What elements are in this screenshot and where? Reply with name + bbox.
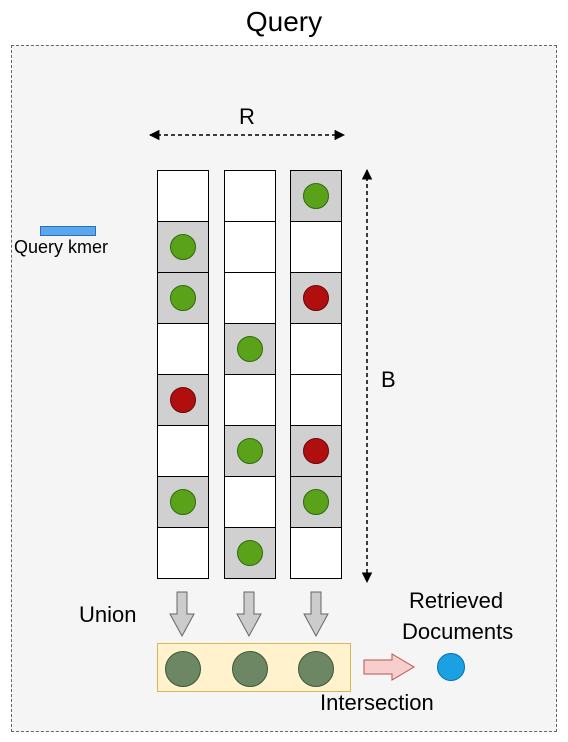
retrieved-label-line2: Documents	[402, 619, 514, 644]
green-dot	[237, 336, 263, 362]
query-frame	[11, 45, 557, 732]
green-dot	[237, 438, 263, 464]
bloom-cell	[224, 272, 276, 324]
bloom-cell	[290, 476, 342, 528]
bloom-cell	[224, 323, 276, 375]
union-arrow-1	[169, 591, 195, 638]
diagram-title: Query	[245, 6, 323, 37]
green-dot	[170, 234, 196, 260]
green-dot	[170, 489, 196, 515]
bloom-cell	[224, 221, 276, 273]
bloom-cell	[224, 425, 276, 477]
bloom-cell	[290, 374, 342, 426]
green-dot	[237, 540, 263, 566]
intersection-arrow	[363, 653, 415, 681]
bloom-cell	[224, 170, 276, 222]
bloom-cell	[157, 170, 209, 222]
union-dot-1	[165, 651, 201, 687]
bloom-cell	[157, 272, 209, 324]
union-arrow-2	[236, 591, 262, 638]
bloom-cell	[290, 170, 342, 222]
bloom-cell	[157, 374, 209, 426]
union-arrow-3	[303, 591, 329, 638]
bloom-cell	[290, 527, 342, 579]
bloom-column-3	[290, 170, 342, 579]
bloom-cell	[157, 323, 209, 375]
union-dot-2	[232, 651, 268, 687]
retrieved-document-dot	[437, 653, 465, 681]
intersection-label: Intersection	[320, 690, 434, 715]
bloom-cell	[290, 323, 342, 375]
bloom-column-2	[224, 170, 276, 579]
bloom-cell	[157, 221, 209, 273]
query-kmer-bar	[40, 226, 96, 236]
bloom-cell	[224, 476, 276, 528]
bloom-column-1	[157, 170, 209, 579]
green-dot	[170, 285, 196, 311]
red-dot	[170, 387, 196, 413]
retrieved-label-line1: Retrieved	[409, 588, 504, 613]
red-dot	[303, 285, 329, 311]
bloom-cell	[290, 272, 342, 324]
bloom-cell	[157, 476, 209, 528]
bloom-cell	[224, 374, 276, 426]
bloom-cell	[290, 221, 342, 273]
union-label: Union	[79, 602, 137, 627]
green-dot	[303, 183, 329, 209]
union-dot-3	[298, 651, 334, 687]
bloom-cell	[290, 425, 342, 477]
b-label: B	[381, 367, 396, 392]
red-dot	[303, 438, 329, 464]
green-dot	[303, 489, 329, 515]
bloom-cell	[157, 527, 209, 579]
bloom-cell	[157, 425, 209, 477]
bloom-cell	[224, 527, 276, 579]
query-kmer-label: Query kmer	[14, 237, 109, 257]
r-label: R	[239, 104, 255, 129]
